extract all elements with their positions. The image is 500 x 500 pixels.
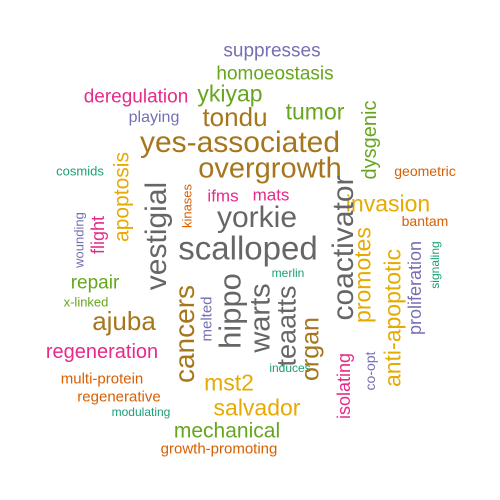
word-cancers: cancers <box>169 284 200 384</box>
word-vestigial: vestigial <box>140 181 173 291</box>
word-scalloped: scalloped <box>178 229 318 267</box>
word-cosmids: cosmids <box>56 163 104 179</box>
word-mechanical: mechanical <box>173 419 281 443</box>
word-geometric: geometric <box>394 163 456 179</box>
word-signaling: signaling <box>428 241 442 289</box>
word-regenerative: regenerative <box>77 388 161 406</box>
word-apoptosis: apoptosis <box>110 152 134 242</box>
word-merlin: merlin <box>271 266 305 280</box>
word-flight: flight <box>88 215 108 255</box>
word-induces: induces <box>269 361 311 375</box>
word-melted: melted <box>198 296 216 342</box>
word-anti-apoptotic: anti-apoptotic <box>379 248 406 388</box>
word-multi-protein: multi-protein <box>60 370 144 388</box>
word-regeneration: regeneration <box>45 341 159 363</box>
word-promotes: promotes <box>349 227 376 323</box>
word-isolating: isolating <box>334 352 354 420</box>
word-salvador: salvador <box>213 394 301 421</box>
word-tumor: tumor <box>285 98 345 125</box>
word-dysgenic: dysgenic <box>359 100 381 180</box>
word-kinases: kinases <box>179 183 195 229</box>
word-bantam: bantam <box>401 213 449 229</box>
word-ykiyap: ykiyap <box>197 80 263 107</box>
word-suppresses: suppresses <box>223 40 321 62</box>
word-growth-promoting: growth-promoting <box>160 440 278 458</box>
word-proliferation: proliferation <box>405 240 425 336</box>
word-deregulation: deregulation <box>83 86 189 108</box>
word-x-linked: x-linked <box>63 294 109 310</box>
word-co-opt: co-opt <box>362 351 378 391</box>
word-playing: playing <box>128 109 180 126</box>
word-tondu: tondu <box>202 102 268 132</box>
word-hippo: hippo <box>212 273 248 349</box>
word-mst2: mst2 <box>204 369 254 396</box>
word-ifms: ifms <box>207 186 239 206</box>
word-modulating: modulating <box>111 405 171 419</box>
word-ajuba: ajuba <box>92 306 156 336</box>
word-invasion: invasion <box>345 190 431 217</box>
word-repair: repair <box>70 272 120 294</box>
word-yorkie: yorkie <box>216 201 298 234</box>
word-mats: mats <box>252 185 290 205</box>
word-yes-associated: yes-associated <box>139 126 341 159</box>
word-overgrowth: overgrowth <box>198 152 342 185</box>
word-wounding: wounding <box>71 212 87 268</box>
word-homoeostasis: homoeostasis <box>216 63 334 85</box>
